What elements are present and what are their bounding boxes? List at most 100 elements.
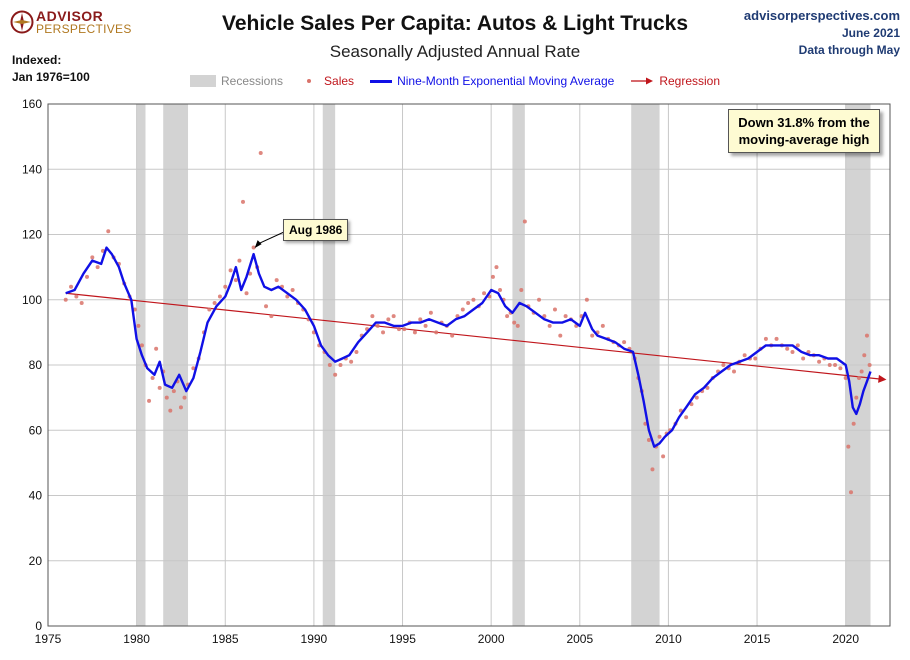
sales-point	[622, 340, 627, 345]
y-tick-label: 0	[35, 619, 42, 633]
sales-point	[471, 297, 476, 302]
x-tick-label: 1975	[35, 632, 62, 646]
x-tick-label: 2020	[832, 632, 859, 646]
sales-point	[590, 333, 595, 338]
sales-point	[95, 265, 100, 270]
sales-point	[584, 297, 589, 302]
sales-point	[512, 320, 517, 325]
axes	[47, 103, 891, 627]
sales-point	[171, 389, 176, 394]
sales-point	[753, 356, 758, 361]
sales-point	[650, 467, 655, 472]
sales-point	[827, 363, 832, 367]
sales-point	[505, 314, 510, 319]
sales-point	[106, 229, 111, 234]
sales-point	[402, 327, 407, 332]
x-tick-label: 2010	[655, 632, 682, 646]
source-site-link[interactable]: advisorperspectives.com	[743, 8, 900, 23]
sales-point	[833, 363, 838, 367]
y-tick-label: 80	[29, 358, 43, 372]
x-tick-label: 2000	[478, 632, 505, 646]
data-through-note: Data through May	[798, 43, 900, 57]
sales-point	[795, 343, 800, 348]
legend-item-sales: Sales	[299, 74, 354, 88]
sales-point	[494, 265, 499, 270]
aug-1986-arrow-line	[257, 231, 285, 245]
sales-point	[157, 385, 162, 390]
sales-point	[274, 278, 279, 283]
sales-point	[846, 444, 851, 449]
x-tick-label: 2015	[744, 632, 771, 646]
sales-point	[79, 301, 84, 306]
sales-point	[244, 291, 249, 296]
sales-point	[251, 245, 256, 250]
x-tick-label: 2005	[566, 632, 593, 646]
sales-point	[264, 304, 269, 309]
legend-label-regression: Regression	[659, 74, 721, 88]
y-tick-label: 160	[22, 97, 42, 111]
sales-point	[217, 294, 222, 299]
sales-point	[290, 287, 295, 292]
sales-point	[136, 323, 141, 328]
sales-point	[732, 369, 737, 374]
aug-1986-arrowhead	[254, 240, 262, 249]
sales-point	[74, 294, 79, 299]
sales-point	[515, 323, 520, 328]
sales-point	[763, 336, 768, 341]
publish-date: June 2021	[841, 26, 900, 40]
logo-wordmark-top: ADVISOR	[36, 8, 104, 24]
sales-point	[84, 274, 89, 279]
recession-swatch-icon	[190, 75, 216, 87]
sales-point	[522, 219, 527, 224]
sales-point	[790, 349, 795, 354]
sales-point	[418, 317, 423, 322]
sales-point	[490, 274, 495, 279]
sales-point	[147, 398, 152, 403]
sales-point	[327, 363, 332, 367]
sales-point	[498, 287, 503, 292]
sales-point	[694, 395, 699, 400]
sales-point	[178, 405, 183, 410]
sales-point	[258, 150, 263, 155]
aug-1986-label: Aug 1986	[283, 219, 349, 241]
index-base-label: Jan 1976=100	[12, 70, 90, 84]
sales-point	[228, 268, 233, 273]
y-tick-label: 40	[29, 489, 43, 503]
tick-labels: 0 20 40 60 80 100 120 140 160 1975 1980 1985 1990 199…	[22, 97, 859, 646]
sales-point	[856, 376, 861, 381]
sales-point	[838, 366, 843, 371]
sales-point	[817, 359, 822, 364]
sales-point	[139, 343, 144, 348]
y-tick-label: 140	[22, 162, 42, 176]
ema-line-group	[65, 246, 872, 448]
sales-point	[482, 291, 487, 296]
sales-point	[657, 434, 662, 439]
legend-item-regression: Regression	[630, 74, 720, 88]
sales-point	[168, 408, 173, 413]
ema-line	[65, 246, 872, 448]
x-tick-label: 1990	[301, 632, 328, 646]
sales-point	[742, 353, 747, 358]
sales-point	[450, 333, 455, 338]
sales-point	[537, 297, 542, 302]
sales-point	[460, 307, 465, 312]
sales-point	[182, 395, 187, 400]
legend-label-recessions: Recessions	[221, 74, 284, 88]
sales-point	[354, 349, 359, 354]
y-tick-label: 60	[29, 423, 43, 437]
sales-point	[396, 327, 401, 332]
sales-point	[600, 323, 605, 328]
legend-item-ema: Nine-Month Exponential Moving Average	[370, 74, 614, 88]
sales-point	[381, 330, 386, 335]
y-tick-label: 20	[29, 554, 43, 568]
sales-point	[434, 330, 439, 335]
decline-note: Down 31.8% from the moving-average high	[728, 109, 880, 153]
sales-point	[412, 330, 417, 335]
sales-point	[240, 199, 245, 204]
sales-point	[849, 490, 854, 495]
sales-point	[285, 294, 290, 299]
logo-wordmark-bottom: PERSPECTIVES	[36, 22, 132, 36]
sales-point	[466, 301, 471, 306]
sales-point	[867, 363, 872, 367]
